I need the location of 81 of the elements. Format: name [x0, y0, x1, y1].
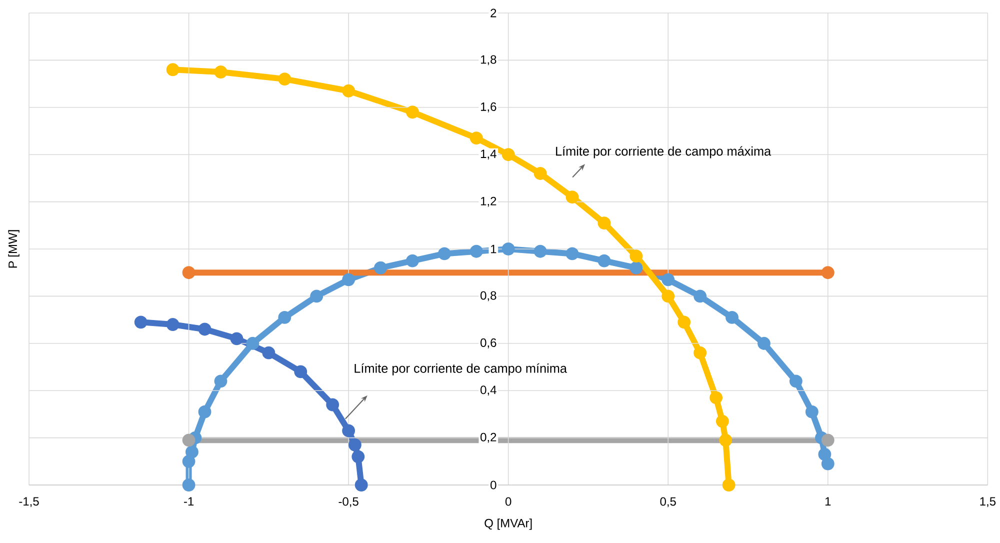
- point: [789, 374, 802, 388]
- point: [348, 438, 362, 452]
- x-tick-label: -1,5: [19, 497, 39, 508]
- point: [821, 266, 834, 280]
- point: [821, 457, 834, 470]
- point: [182, 478, 196, 492]
- point: [726, 310, 738, 324]
- point: [406, 254, 419, 268]
- point: [566, 190, 579, 204]
- point: [342, 84, 356, 98]
- y-tick-label: 1: [490, 244, 496, 254]
- point: [678, 316, 691, 329]
- y-tick-label: 1,8: [480, 55, 496, 66]
- point: [662, 290, 675, 303]
- x-tick-label: 0: [505, 497, 512, 506]
- point: [354, 478, 368, 492]
- point: [694, 290, 707, 303]
- y-tick-label: 1,4: [480, 150, 496, 160]
- y-axis-title: P [MW]: [8, 230, 20, 268]
- point: [198, 405, 212, 418]
- point: [214, 374, 228, 388]
- x-tick-label: -1: [184, 497, 194, 506]
- point: [278, 72, 292, 86]
- point: [262, 346, 276, 360]
- y-tick-label: 2: [490, 8, 496, 18]
- x-tick-label: 1: [825, 497, 831, 506]
- point: [246, 336, 260, 350]
- point: [470, 132, 483, 145]
- point: [230, 332, 244, 346]
- point: [342, 424, 356, 438]
- x-axis-title: Q [MVAr]: [484, 518, 532, 530]
- y-tick-label: 0,4: [480, 386, 496, 396]
- point: [534, 167, 547, 180]
- point: [722, 478, 736, 492]
- point: [182, 266, 196, 280]
- point: [406, 106, 419, 119]
- y-tick-label: 0: [490, 480, 496, 490]
- point: [352, 450, 365, 464]
- point: [182, 434, 196, 447]
- point: [438, 247, 451, 260]
- point: [630, 261, 643, 274]
- point: [166, 318, 180, 331]
- y-tick-label: 0,8: [480, 291, 496, 302]
- y-tick-label: 0,2: [480, 432, 496, 443]
- y-tick-label: 1,6: [480, 102, 496, 112]
- point: [326, 398, 340, 412]
- point: [598, 216, 611, 230]
- point: [374, 261, 387, 274]
- point: [598, 254, 611, 268]
- point: [310, 290, 324, 303]
- point: [566, 247, 579, 260]
- point: [166, 63, 180, 76]
- point: [758, 336, 770, 350]
- point: [470, 244, 483, 258]
- y-tick-label: 0,6: [480, 338, 496, 348]
- point: [278, 310, 292, 324]
- point: [198, 322, 212, 336]
- x-tick-label: 1,5: [980, 497, 996, 508]
- point: [342, 273, 356, 286]
- annotation: Límite por corriente de campo máxima: [556, 146, 772, 158]
- point: [710, 391, 723, 404]
- point: [719, 434, 732, 447]
- point: [534, 244, 547, 258]
- point: [662, 273, 675, 286]
- point: [502, 242, 515, 256]
- point: [821, 434, 834, 447]
- point: [294, 365, 308, 378]
- x-tick-label: -0,5: [338, 497, 358, 508]
- x-tick-label: 0,5: [660, 497, 676, 508]
- point: [134, 316, 148, 329]
- annotation: Límite por corriente de campo mínima: [354, 363, 567, 376]
- point: [630, 250, 643, 263]
- point: [182, 454, 196, 468]
- point: [186, 445, 198, 458]
- y-tick-label: 1,2: [480, 196, 496, 207]
- point: [694, 346, 707, 360]
- point: [805, 405, 818, 418]
- point: [214, 66, 228, 78]
- point: [502, 148, 515, 162]
- point: [818, 448, 832, 461]
- point: [716, 414, 729, 428]
